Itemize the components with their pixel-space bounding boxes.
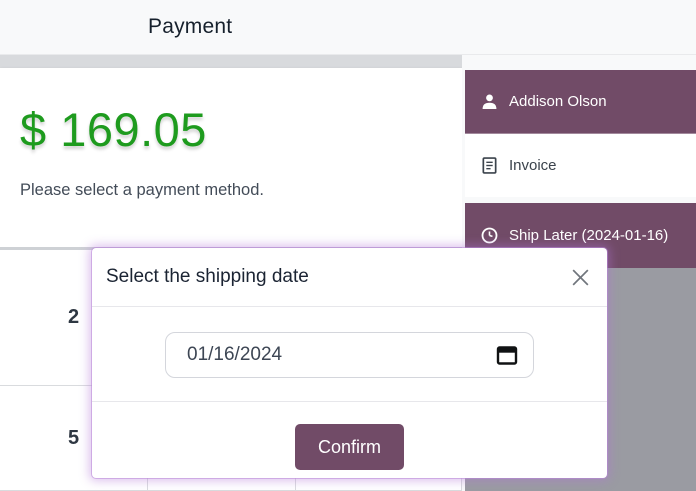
calendar-icon xyxy=(496,346,518,365)
dialog-title: Select the shipping date xyxy=(106,266,309,287)
invoice-button-label: Invoice xyxy=(509,157,557,174)
dialog-header: Select the shipping date xyxy=(92,248,607,307)
invoice-icon xyxy=(482,157,497,174)
dialog-body xyxy=(92,307,607,402)
date-field-wrapper xyxy=(165,332,534,378)
clock-icon xyxy=(481,227,498,244)
confirm-button[interactable]: Confirm xyxy=(295,424,404,470)
page-title: Payment xyxy=(148,15,233,38)
shipping-date-dialog: Select the shipping date Conf xyxy=(92,248,607,478)
top-header: Payment xyxy=(0,0,696,55)
invoice-button[interactable]: Invoice xyxy=(465,134,696,197)
dialog-footer: Confirm xyxy=(92,402,607,477)
close-icon xyxy=(572,269,588,285)
payment-status-panel: $ 169.05 Please select a payment method. xyxy=(0,68,462,247)
calendar-picker-button[interactable] xyxy=(496,344,518,366)
payment-method-hint: Please select a payment method. xyxy=(20,181,264,199)
user-icon xyxy=(482,94,497,109)
ship-later-button-label: Ship Later (2024-01-16) xyxy=(509,227,669,244)
customer-button[interactable]: Addison Olson xyxy=(465,70,696,134)
close-button[interactable] xyxy=(565,262,595,292)
customer-button-label: Addison Olson xyxy=(509,93,607,110)
total-due-amount: $ 169.05 xyxy=(20,103,207,156)
shipping-date-input[interactable] xyxy=(165,332,534,378)
